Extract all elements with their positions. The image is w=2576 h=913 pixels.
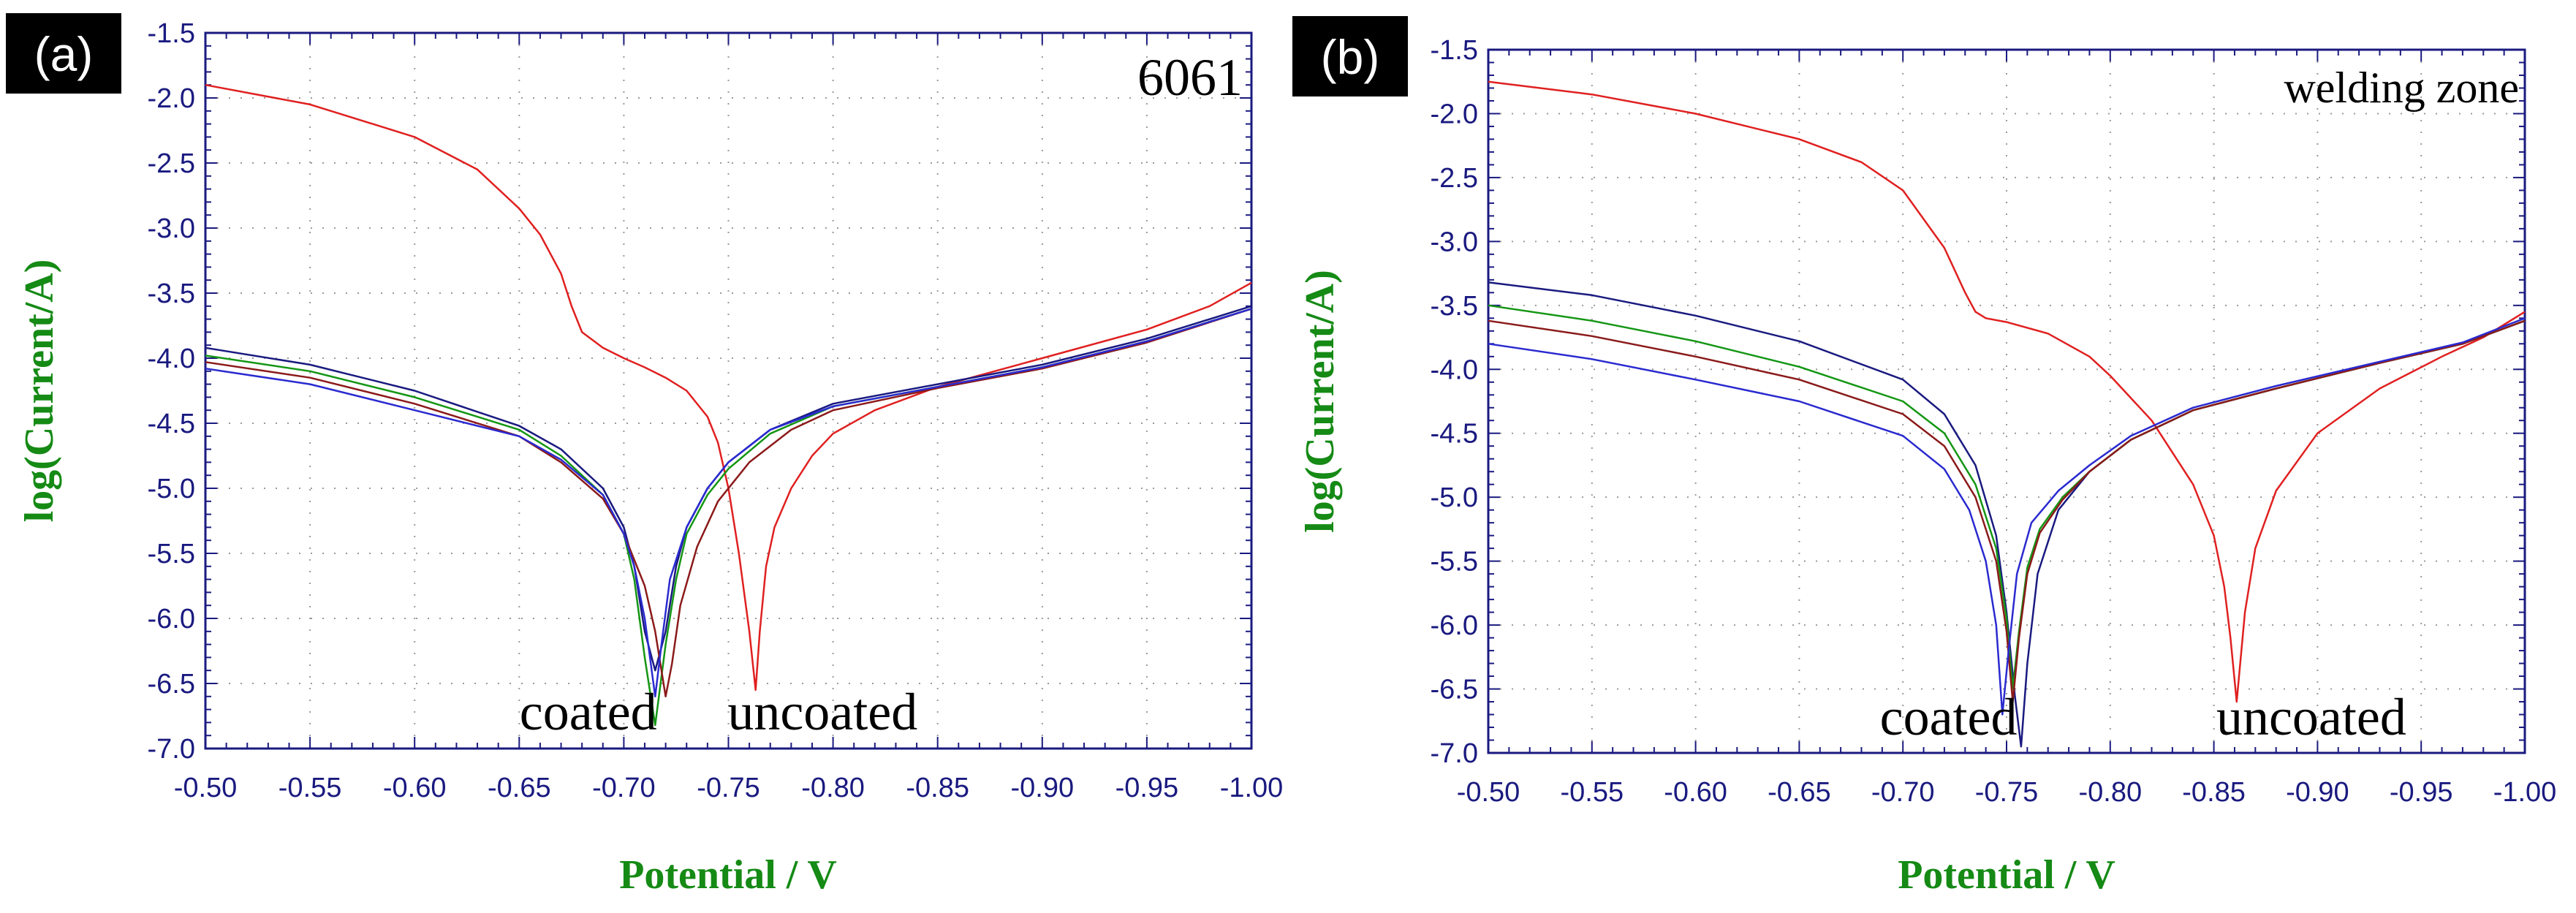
x-tick-label: -0.95 bbox=[1115, 773, 1179, 803]
x-tick-label: -0.80 bbox=[801, 773, 865, 803]
y-tick-label: -1.5 bbox=[148, 18, 195, 49]
chart-title: 6061 bbox=[1137, 48, 1243, 107]
x-tick-label: -0.80 bbox=[2078, 777, 2142, 808]
x-tick-label: -0.70 bbox=[592, 773, 656, 803]
y-tick-label: -3.0 bbox=[1431, 227, 1478, 257]
x-tick-label: -0.85 bbox=[2182, 777, 2246, 808]
x-tick-label: -0.50 bbox=[174, 773, 238, 803]
series-line-coated-4 bbox=[1488, 317, 2526, 716]
panel-label-box bbox=[6, 13, 121, 94]
tick-marks bbox=[1488, 49, 2526, 754]
tick-marks bbox=[205, 32, 1252, 749]
series-line-uncoated bbox=[1488, 80, 2526, 703]
y-tick-label: -4.0 bbox=[1431, 355, 1478, 385]
y-axis-title: log(Current/A) bbox=[1298, 270, 1343, 533]
x-tick-label: -0.65 bbox=[488, 773, 551, 803]
x-tick-label: -0.60 bbox=[1664, 777, 1727, 808]
y-tick-label: -7.0 bbox=[1431, 738, 1478, 769]
x-tick-label: -1.00 bbox=[1220, 773, 1284, 803]
y-tick-label: -2.5 bbox=[148, 148, 195, 179]
y-tick-label: -6.0 bbox=[148, 604, 195, 634]
plot-area bbox=[205, 33, 1251, 749]
x-tick-label: -0.90 bbox=[1010, 773, 1074, 803]
series-line-uncoated bbox=[205, 83, 1252, 692]
x-tick-label: -0.65 bbox=[1768, 777, 1831, 808]
panel-label: (b) bbox=[1321, 30, 1380, 84]
y-tick-label: -5.5 bbox=[1431, 547, 1478, 577]
x-tick-label: -0.85 bbox=[906, 773, 969, 803]
x-tick-label: -0.55 bbox=[279, 773, 342, 803]
y-tick-label: -5.0 bbox=[148, 474, 195, 504]
x-tick-label: -0.75 bbox=[1975, 777, 2039, 808]
y-tick-label: -6.0 bbox=[1431, 610, 1478, 641]
y-axis-title: log(Current/A) bbox=[17, 259, 62, 523]
y-tick-label: -1.5 bbox=[1431, 35, 1478, 66]
x-tick-label: -0.95 bbox=[2390, 777, 2453, 808]
annotation-coated: coated bbox=[1880, 688, 2018, 746]
x-tick-label: -1.00 bbox=[2493, 777, 2557, 808]
y-tick-label: -2.0 bbox=[1431, 99, 1478, 129]
y-tick-label: -6.5 bbox=[148, 669, 195, 700]
y-tick-label: -4.0 bbox=[148, 344, 195, 374]
y-tick-label: -4.5 bbox=[148, 409, 195, 439]
series-group bbox=[205, 83, 1252, 727]
y-tick-label: -3.5 bbox=[148, 279, 195, 309]
y-tick-label: -4.5 bbox=[1431, 419, 1478, 450]
panel-label-box bbox=[1292, 16, 1408, 96]
annotation-uncoated: uncoated bbox=[2216, 688, 2406, 746]
x-tick-label: -0.55 bbox=[1560, 777, 1624, 808]
y-tick-label: -3.0 bbox=[148, 213, 195, 244]
x-tick-label: -0.60 bbox=[383, 773, 447, 803]
panel-label: (a) bbox=[34, 27, 94, 81]
x-tick-label: -0.90 bbox=[2286, 777, 2349, 808]
chart-title: welding zone bbox=[2284, 64, 2519, 112]
series-line-coated-1 bbox=[205, 305, 1252, 672]
y-tick-label: -7.0 bbox=[148, 734, 195, 765]
series-line-coated-4 bbox=[205, 308, 1252, 698]
annotation-coated: coated bbox=[520, 683, 657, 741]
y-tick-label: -5.0 bbox=[1431, 482, 1478, 513]
series-line-coated-3 bbox=[1488, 319, 2526, 703]
y-tick-label: -5.5 bbox=[148, 539, 195, 569]
x-axis-title: Potential / V bbox=[619, 852, 837, 898]
y-tick-label: -2.0 bbox=[148, 83, 195, 114]
chart-panel-b: -1.5 -2.0 -2.5 -3.0 -3.5 -4.0 -4.5 -5.0 -5.5 -6.0… bbox=[1292, 16, 2556, 898]
x-axis-title: Potential / V bbox=[1898, 852, 2115, 898]
annotation-uncoated: uncoated bbox=[727, 683, 917, 741]
series-group bbox=[1488, 80, 2526, 748]
x-tick-label: -0.50 bbox=[1457, 777, 1520, 808]
x-tick-label: -0.70 bbox=[1871, 777, 1935, 808]
y-tick-label: -3.5 bbox=[1431, 291, 1478, 322]
y-tick-label: -6.5 bbox=[1431, 675, 1478, 705]
chart-panel-a: -1.5 -2.0 -2.5 -3.0 -3.5 -4.0 -4.5 -5.0 -5.5 -6.0… bbox=[6, 13, 1283, 898]
x-tick-label: -0.75 bbox=[697, 773, 760, 803]
y-tick-label: -2.5 bbox=[1431, 163, 1478, 194]
